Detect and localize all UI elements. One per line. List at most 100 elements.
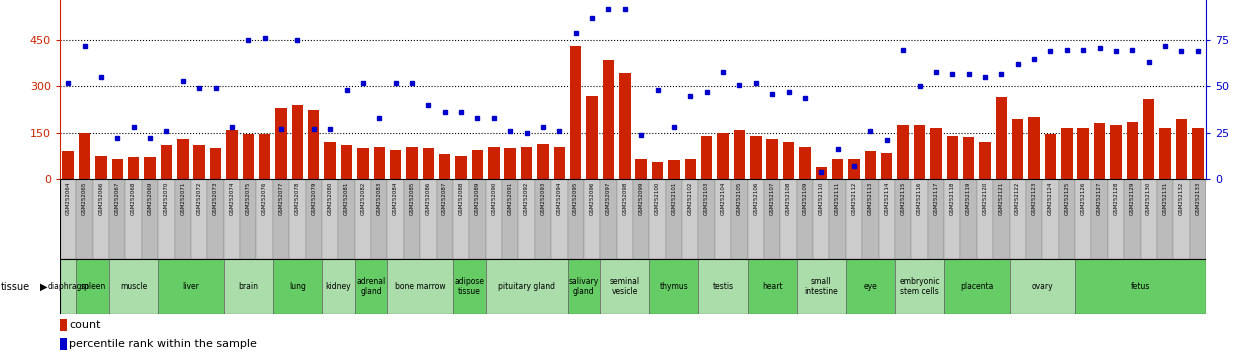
Bar — [895, 259, 944, 314]
Bar — [389, 150, 402, 179]
Text: GSM252113: GSM252113 — [868, 181, 873, 215]
Bar — [1075, 259, 1206, 314]
Bar — [832, 159, 843, 179]
Bar — [996, 97, 1007, 179]
Text: embryonic
stem cells: embryonic stem cells — [900, 277, 939, 296]
Bar — [1010, 179, 1026, 259]
Bar — [145, 158, 156, 179]
Text: GSM252115: GSM252115 — [901, 181, 906, 215]
Bar — [633, 179, 649, 259]
Bar — [748, 259, 797, 314]
Text: GSM252065: GSM252065 — [82, 181, 87, 215]
Text: GSM252077: GSM252077 — [278, 181, 283, 215]
Bar — [93, 179, 109, 259]
Text: GSM252101: GSM252101 — [671, 181, 676, 215]
Text: GSM252121: GSM252121 — [999, 181, 1004, 215]
Text: GSM252086: GSM252086 — [426, 181, 431, 215]
Bar — [387, 179, 404, 259]
Bar — [1028, 117, 1039, 179]
Text: GSM252108: GSM252108 — [786, 181, 791, 215]
Text: GSM252092: GSM252092 — [524, 181, 529, 215]
Text: GSM252111: GSM252111 — [836, 181, 840, 215]
Bar — [1125, 179, 1141, 259]
Text: GSM252112: GSM252112 — [852, 181, 857, 215]
Bar — [77, 179, 93, 259]
Text: GSM252098: GSM252098 — [622, 181, 628, 215]
Bar — [685, 159, 696, 179]
Bar — [488, 147, 499, 179]
Bar — [931, 128, 942, 179]
Bar — [1143, 99, 1154, 179]
Text: GSM252102: GSM252102 — [687, 181, 693, 215]
Text: GSM252103: GSM252103 — [705, 181, 709, 215]
Bar — [963, 137, 974, 179]
Bar — [158, 259, 224, 314]
Bar — [486, 179, 502, 259]
Bar — [504, 148, 515, 179]
Bar — [601, 259, 649, 314]
Text: testis: testis — [712, 282, 734, 291]
Text: GSM252066: GSM252066 — [99, 181, 104, 215]
Bar — [502, 179, 518, 259]
Bar — [193, 145, 205, 179]
Bar — [439, 154, 450, 179]
Bar — [355, 259, 387, 314]
Text: salivary
gland: salivary gland — [569, 277, 599, 296]
Bar — [61, 259, 77, 314]
Text: spleen: spleen — [80, 282, 105, 291]
Bar — [782, 142, 795, 179]
Bar — [339, 179, 355, 259]
Text: GSM252124: GSM252124 — [1048, 181, 1053, 215]
Bar — [717, 133, 729, 179]
Text: adrenal
gland: adrenal gland — [356, 277, 386, 296]
Bar — [341, 145, 352, 179]
Bar — [551, 179, 567, 259]
Bar — [455, 156, 467, 179]
Text: ▶: ▶ — [41, 281, 48, 291]
Bar — [1010, 259, 1075, 314]
Bar — [1192, 128, 1204, 179]
Bar — [79, 133, 90, 179]
Bar — [256, 179, 273, 259]
Bar — [535, 179, 551, 259]
Bar — [813, 179, 829, 259]
Text: liver: liver — [183, 282, 199, 291]
Bar — [848, 159, 860, 179]
Bar — [208, 179, 224, 259]
Bar — [324, 142, 336, 179]
Bar — [1026, 179, 1042, 259]
Text: GSM252095: GSM252095 — [574, 181, 578, 215]
Text: GSM252117: GSM252117 — [933, 181, 938, 215]
Text: small
intestine: small intestine — [805, 277, 838, 296]
Text: fetus: fetus — [1131, 282, 1151, 291]
Bar — [321, 259, 355, 314]
Text: GSM252073: GSM252073 — [213, 181, 218, 215]
Bar — [1173, 179, 1189, 259]
Bar — [800, 147, 811, 179]
Bar — [240, 179, 256, 259]
Bar — [109, 179, 126, 259]
Bar — [829, 179, 845, 259]
Bar — [911, 179, 928, 259]
Bar — [436, 179, 452, 259]
Bar — [944, 179, 960, 259]
Bar — [1044, 134, 1057, 179]
Text: GSM252072: GSM252072 — [197, 181, 201, 215]
Bar — [273, 179, 289, 259]
Bar — [669, 160, 680, 179]
Text: placenta: placenta — [960, 282, 994, 291]
Bar — [1175, 119, 1187, 179]
Bar — [570, 46, 581, 179]
Bar — [486, 259, 567, 314]
Text: GSM252123: GSM252123 — [1032, 181, 1037, 215]
Bar — [913, 125, 926, 179]
Bar — [61, 179, 77, 259]
Text: GSM252079: GSM252079 — [311, 181, 316, 215]
Text: GSM252099: GSM252099 — [639, 181, 644, 215]
Text: GSM252097: GSM252097 — [606, 181, 611, 215]
Text: GSM252105: GSM252105 — [737, 181, 742, 215]
Bar — [881, 153, 892, 179]
Text: GSM252067: GSM252067 — [115, 181, 120, 215]
Bar — [161, 145, 172, 179]
Text: GSM252068: GSM252068 — [131, 181, 136, 215]
